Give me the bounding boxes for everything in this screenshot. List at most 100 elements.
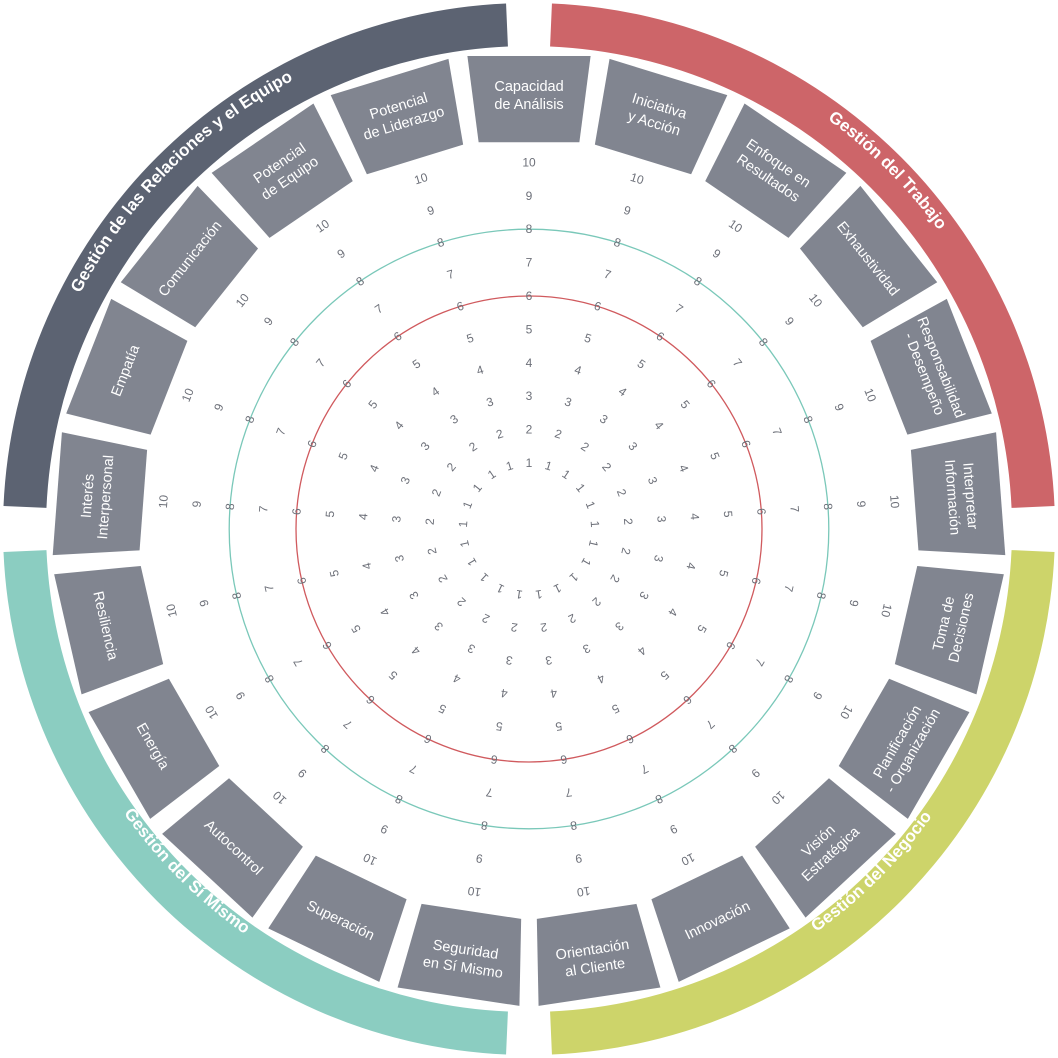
segment-label-line: Interés xyxy=(79,473,98,518)
tick-potencial-de-liderazgo-3: 3 xyxy=(485,394,496,409)
tick-enfoque-en-resultados-1: 1 xyxy=(559,467,573,483)
tick-potencial-de-equipo-8: 8 xyxy=(353,273,367,289)
tick-superacion-10: 10 xyxy=(361,850,379,869)
tick-superacion-1: 1 xyxy=(494,581,506,597)
group-band-gestion-de-las-relaciones-y-el-equipo xyxy=(3,3,508,508)
tick-orientacion-al-cliente-7: 7 xyxy=(564,785,573,800)
tick-responsabilidad-desempeno-5: 5 xyxy=(707,450,723,462)
segment-label-line: Interpretar xyxy=(959,462,980,530)
tick-autocontrol-5: 5 xyxy=(386,668,401,683)
tick-resiliencia-10: 10 xyxy=(163,602,180,618)
tick-innovacion-7: 7 xyxy=(638,761,650,777)
tick-exhaustividad-1: 1 xyxy=(573,481,588,495)
segment-innovacion xyxy=(651,855,790,982)
tick-capacidad-de-analisis-2: 2 xyxy=(526,423,533,437)
tick-responsabilidad-desempeno-3: 3 xyxy=(645,475,661,487)
tick-seguridad-en-si-mismo-3: 3 xyxy=(505,653,514,668)
tick-vision-estrategica-9: 9 xyxy=(748,766,763,781)
tick-potencial-de-equipo-4: 4 xyxy=(429,384,443,400)
tick-superacion-8: 8 xyxy=(393,791,405,807)
segment-potencial-de-equipo xyxy=(211,103,353,238)
tick-exhaustividad-4: 4 xyxy=(651,418,666,432)
tick-autocontrol-2: 2 xyxy=(454,594,469,609)
tick-seguridad-en-si-mismo-1: 1 xyxy=(515,587,524,602)
tick-autocontrol-4: 4 xyxy=(409,643,424,658)
tick-seguridad-en-si-mismo-6: 6 xyxy=(490,752,499,767)
tick-enfoque-en-resultados-7: 7 xyxy=(672,301,686,317)
tick-interpretar-informacion-3: 3 xyxy=(654,515,668,523)
tick-enfoque-en-resultados-6: 6 xyxy=(654,329,668,345)
tick-potencial-de-liderazgo-7: 7 xyxy=(445,267,456,282)
segment-superacion xyxy=(268,855,407,982)
tick-autocontrol-3: 3 xyxy=(431,619,446,634)
tick-energia-7: 7 xyxy=(290,656,306,669)
tick-interes-interpersonal-5: 5 xyxy=(323,510,337,518)
tick-interes-interpersonal-4: 4 xyxy=(356,512,370,520)
segment-orientacion-al-cliente xyxy=(536,903,661,1006)
segment-planificacion-organizacion xyxy=(838,678,970,819)
tick-orientacion-al-cliente-8: 8 xyxy=(569,818,578,833)
tick-orientacion-al-cliente-6: 6 xyxy=(559,752,568,767)
group-band-gestion-del-negocio xyxy=(550,550,1055,1055)
tick-innovacion-8: 8 xyxy=(653,791,665,807)
tick-comunicacion-8: 8 xyxy=(287,335,302,349)
tick-empatia-3: 3 xyxy=(398,475,414,487)
tick-potencial-de-equipo-3: 3 xyxy=(447,411,461,427)
tick-interes-interpersonal-9: 9 xyxy=(189,500,203,508)
tick-energia-5: 5 xyxy=(348,622,364,635)
scale-ticks: 1234567891012345678910123456789101234567… xyxy=(156,155,902,899)
tick-enfoque-en-resultados-4: 4 xyxy=(616,384,630,400)
tick-interpretar-informacion-10: 10 xyxy=(887,494,902,509)
tick-vision-estrategica-4: 4 xyxy=(635,643,650,658)
tick-vision-estrategica-2: 2 xyxy=(589,594,604,609)
tick-planificacion-organizacion-6: 6 xyxy=(723,639,739,652)
tick-superacion-2: 2 xyxy=(480,611,492,627)
tick-interes-interpersonal-6: 6 xyxy=(289,507,303,515)
tick-toma-de-decisiones-1: 1 xyxy=(586,539,601,549)
tick-empatia-7: 7 xyxy=(273,426,289,438)
tick-empatia-9: 9 xyxy=(211,401,227,413)
tick-responsabilidad-desempeno-10: 10 xyxy=(861,386,879,404)
tick-vision-estrategica-7: 7 xyxy=(703,717,718,732)
tick-capacidad-de-analisis-10: 10 xyxy=(522,155,536,169)
tick-orientacion-al-cliente-3: 3 xyxy=(544,653,553,668)
tick-potencial-de-equipo-1: 1 xyxy=(485,467,499,483)
segment-comunicacion xyxy=(120,185,259,328)
tick-capacidad-de-analisis-3: 3 xyxy=(526,389,533,403)
tick-responsabilidad-desempeno-8: 8 xyxy=(800,414,816,426)
segment-enfoque-en-resultados xyxy=(705,103,847,238)
segment-interes-interpersonal xyxy=(52,432,148,556)
segment-label-line: Interpersonal xyxy=(95,455,117,541)
tick-planificacion-organizacion-4: 4 xyxy=(665,606,681,619)
tick-capacidad-de-analisis-8: 8 xyxy=(526,222,533,236)
segment-iniciativa-y-accion xyxy=(594,58,728,175)
group-band-gestion-del-trabajo xyxy=(550,3,1055,508)
segment-label-interpretar-informacion: InterpretarInformación xyxy=(941,458,981,536)
tick-enfoque-en-resultados-10: 10 xyxy=(726,217,745,236)
reference-rings xyxy=(228,228,830,830)
tick-iniciativa-y-accion-5: 5 xyxy=(583,331,594,346)
tick-toma-de-decisiones-2: 2 xyxy=(618,546,633,556)
tick-toma-de-decisiones-4: 4 xyxy=(683,561,698,571)
tick-potencial-de-liderazgo-9: 9 xyxy=(426,203,437,218)
tick-superacion-3: 3 xyxy=(465,641,477,657)
ring-level-6 xyxy=(295,295,763,763)
tick-comunicacion-10: 10 xyxy=(233,291,252,310)
tick-potencial-de-equipo-10: 10 xyxy=(313,216,332,235)
tick-empatia-1: 1 xyxy=(460,499,476,511)
tick-energia-8: 8 xyxy=(261,672,277,685)
segment-energia xyxy=(88,678,220,819)
tick-interes-interpersonal-1: 1 xyxy=(456,520,470,528)
segment-vision-estrategica xyxy=(755,778,896,918)
tick-interes-interpersonal-10: 10 xyxy=(156,494,171,509)
tick-potencial-de-liderazgo-1: 1 xyxy=(504,458,515,473)
tick-autocontrol-10: 10 xyxy=(270,788,290,808)
tick-potencial-de-liderazgo-4: 4 xyxy=(475,362,486,377)
tick-innovacion-4: 4 xyxy=(595,671,607,687)
segment-resiliencia xyxy=(54,565,164,695)
tick-exhaustividad-10: 10 xyxy=(806,291,825,310)
tick-orientacion-al-cliente-1: 1 xyxy=(534,587,543,602)
tick-innovacion-2: 2 xyxy=(566,611,578,627)
tick-comunicacion-9: 9 xyxy=(261,314,276,328)
